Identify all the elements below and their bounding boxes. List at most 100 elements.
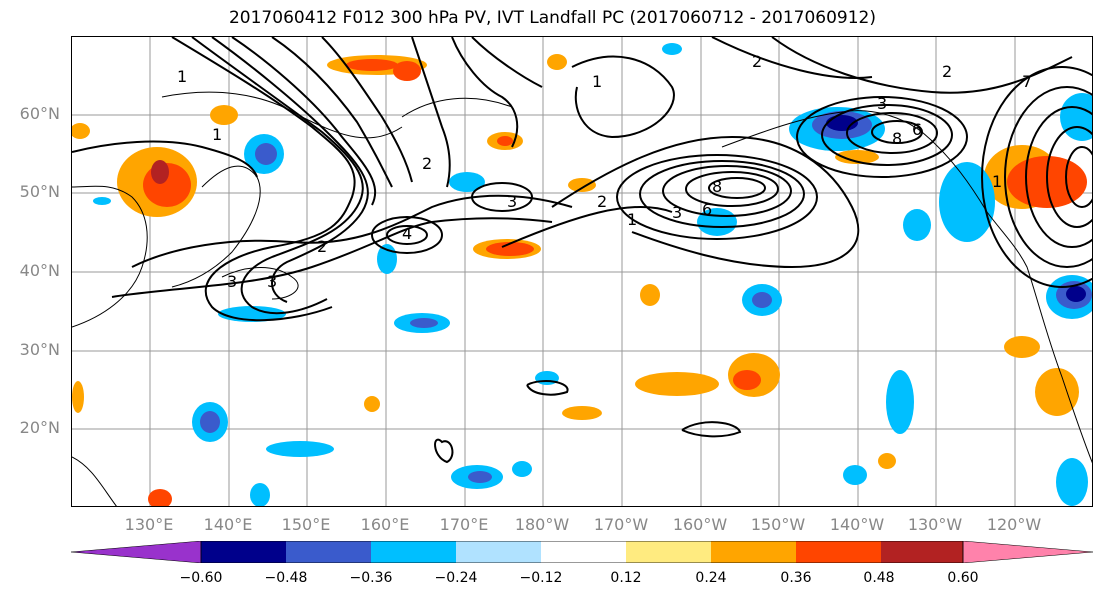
lon-label-140w: 140°W — [829, 515, 885, 534]
coastline — [721, 110, 923, 148]
contour-line — [1004, 86, 1092, 268]
negative-anomaly — [512, 461, 532, 477]
graticule — [72, 37, 1092, 506]
map-canvas: 1 1 2 2 3 3 4 3 2 1 8 6 3 2 3 6 8 2 7 1 … — [72, 37, 1092, 506]
contour-line — [471, 182, 533, 212]
contour-label: 8 — [712, 177, 722, 196]
contour-line — [321, 37, 413, 183]
colorbar-tick-label: 0.60 — [947, 570, 979, 586]
colorbar-segment — [962, 541, 1093, 563]
contour-label: 3 — [227, 272, 237, 291]
contour-label: 3 — [877, 94, 887, 113]
negative-anomaly — [1060, 93, 1092, 141]
negative-anomaly — [266, 441, 334, 457]
contour-label: 2 — [317, 237, 327, 256]
colorbar-tick-label: −0.12 — [519, 570, 563, 586]
contour-label: 4 — [402, 224, 412, 243]
contour-line — [711, 37, 873, 79]
colorbar-tick-label: 0.36 — [780, 570, 812, 586]
negative-anomaly — [377, 244, 397, 274]
contour-line — [526, 380, 569, 396]
contour-line — [685, 171, 779, 207]
contour-line — [846, 112, 938, 154]
colorbar-segment — [881, 541, 963, 563]
colorbar-segment — [626, 541, 711, 563]
colorbar-tick-label: −0.48 — [264, 570, 308, 586]
contour-line — [111, 217, 553, 298]
positive-anomaly — [733, 370, 761, 390]
negative-anomaly — [843, 465, 867, 485]
contour-line — [451, 37, 519, 148]
negative-anomaly — [468, 471, 492, 483]
contour-line — [639, 160, 805, 228]
lat-label-60n: 60°N — [19, 104, 60, 123]
colorbar-segment — [541, 541, 626, 563]
negative-anomaly — [200, 411, 220, 433]
colorbar-segment — [711, 541, 796, 563]
colorbar-tick-label: 0.24 — [695, 570, 727, 586]
positive-anomaly — [364, 396, 380, 412]
contour-line — [616, 154, 818, 240]
contour-line — [796, 96, 968, 178]
negative-anomaly — [939, 162, 995, 242]
positive-anomaly — [72, 381, 84, 413]
negative-anomaly — [886, 370, 914, 434]
positive-anomaly — [547, 54, 567, 70]
colorbar-tick-label: −0.36 — [349, 570, 393, 586]
pv-contours — [72, 37, 1092, 464]
colorbar-tick-label: −0.60 — [179, 570, 223, 586]
contour-line — [72, 140, 258, 178]
coastline — [171, 165, 261, 288]
contour-line — [681, 421, 742, 438]
contour-line — [662, 165, 792, 217]
coastline — [72, 456, 117, 506]
contour-label: 3 — [507, 192, 517, 211]
negative-anomaly — [662, 43, 682, 55]
lon-label-130w: 130°W — [907, 515, 963, 534]
colorbar-segment — [286, 541, 371, 563]
contour-line — [271, 37, 393, 188]
colorbar-tick-label: −0.24 — [434, 570, 478, 586]
contour-labels: 1 1 2 2 3 3 4 3 2 1 8 6 3 2 3 6 8 2 7 1 … — [177, 52, 1032, 291]
contour-label: 2 — [422, 154, 432, 173]
lon-label-170e: 170°E — [439, 515, 489, 534]
lon-label-130e: 130°E — [124, 515, 174, 534]
contour-label: 6 — [702, 200, 712, 219]
coastline — [401, 97, 513, 118]
colorbar-segment — [71, 541, 202, 563]
contour-line — [411, 37, 451, 188]
positive-anomaly — [562, 406, 602, 420]
contour-line — [171, 37, 356, 322]
contour-line — [571, 55, 675, 139]
contour-line — [434, 438, 454, 464]
colorbar-tick-label: 0.48 — [863, 570, 895, 586]
contour-label: 2 — [942, 62, 952, 81]
contour-line — [231, 37, 377, 206]
contour-label: 1 — [592, 72, 602, 91]
contour-line — [471, 37, 543, 88]
positive-anomaly — [151, 160, 169, 184]
map-title: 2017060412 F012 300 hPa PV, IVT Landfall… — [228, 8, 876, 28]
contour-label: 2 — [597, 192, 607, 211]
positive-anomaly — [1035, 368, 1079, 416]
positive-anomaly — [486, 242, 534, 256]
contour-label: 7 — [1022, 72, 1032, 91]
contour-label: 3 — [672, 203, 682, 222]
contour-label: 3 — [267, 272, 277, 291]
contour-line — [551, 135, 860, 269]
contour-line — [211, 37, 369, 303]
contour-line — [191, 37, 364, 315]
colorbar-segment — [456, 541, 541, 563]
contour-line — [131, 194, 573, 268]
contour-line — [1065, 146, 1092, 208]
coastline — [921, 131, 1092, 464]
positive-anomaly — [148, 489, 172, 506]
contour-label: 1 — [177, 67, 187, 86]
contour-line — [871, 120, 923, 144]
contour-label: 1 — [212, 125, 222, 144]
positive-anomaly — [72, 123, 90, 139]
negative-anomaly — [752, 292, 772, 308]
lon-label-120w: 120°W — [986, 515, 1042, 534]
lon-label-180w: 180°W — [514, 515, 570, 534]
lon-label-170w: 170°W — [593, 515, 649, 534]
